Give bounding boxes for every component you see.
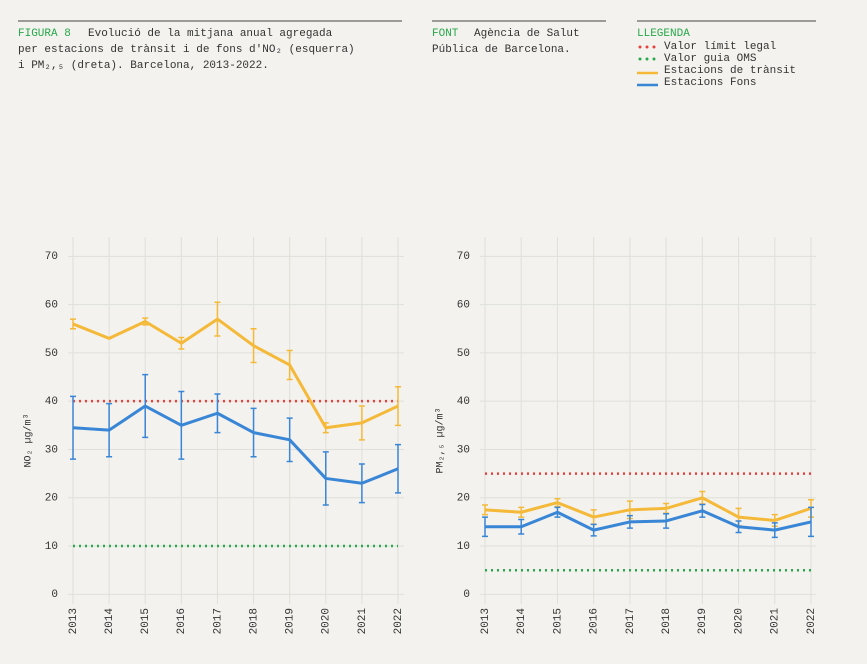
legend-label: Valor guia OMS (664, 53, 757, 65)
x-tick-label: 2022 (393, 608, 405, 634)
legend-swatch (652, 57, 656, 61)
x-tick-label: 2019 (697, 608, 709, 634)
y-tick-label: 20 (45, 493, 58, 505)
x-tick-label: 2015 (140, 608, 152, 634)
error-bar (70, 318, 76, 330)
x-tick-label: 2015 (552, 608, 564, 634)
legend-label: Valor límit legal (664, 41, 776, 53)
legend-swatch (645, 45, 649, 49)
x-tick-label: 2017 (625, 608, 637, 634)
y-tick-label: 10 (45, 541, 58, 553)
legend-swatch (652, 45, 656, 49)
caption: i PM₂,₅ (dreta). Barcelona, 2013-2022. (18, 60, 269, 72)
y-axis-label: PM₂,₅ µg/m³ (435, 407, 447, 473)
x-tick-label: 2014 (516, 608, 528, 635)
error-bar (482, 504, 488, 516)
x-tick-label: 2016 (176, 608, 188, 634)
legend-swatch (645, 57, 649, 61)
x-tick-label: 2013 (68, 608, 80, 634)
y-tick-label: 70 (457, 251, 470, 263)
x-tick-label: 2014 (104, 608, 116, 635)
series-line (484, 496, 812, 522)
x-tick-label: 2021 (357, 608, 369, 635)
source-label: FONT (432, 28, 459, 40)
legend-label: Estacions de trànsit (664, 65, 796, 77)
figure-label: FIGURA 8 (18, 28, 71, 40)
y-tick-label: 30 (45, 444, 58, 456)
series-line (485, 509, 812, 532)
x-tick-label: 2018 (248, 608, 260, 634)
legend-label: Estacions Fons (664, 77, 756, 89)
y-tick-label: 50 (457, 348, 470, 360)
caption: per estacions de trànsit i de fons d'NO₂… (18, 44, 355, 56)
y-tick-label: 40 (457, 396, 470, 408)
y-tick-label: 10 (457, 541, 470, 553)
y-tick-label: 0 (463, 589, 470, 601)
y-tick-label: 40 (45, 396, 58, 408)
source: Agència de Salut (474, 28, 580, 40)
y-tick-label: 30 (457, 444, 470, 456)
legend-swatch (638, 45, 642, 49)
y-tick-label: 0 (51, 589, 58, 601)
x-tick-label: 2020 (321, 608, 333, 634)
y-tick-label: 20 (457, 493, 470, 505)
error-bar (395, 385, 401, 427)
x-tick-label: 2013 (480, 608, 492, 634)
source: Pública de Barcelona. (432, 44, 571, 56)
x-tick-label: 2018 (661, 608, 673, 634)
y-axis-label: NO₂ µg/m³ (23, 413, 35, 467)
y-tick-label: 60 (457, 300, 470, 312)
y-tick-label: 50 (45, 348, 58, 360)
x-tick-label: 2016 (589, 608, 601, 634)
x-tick-label: 2017 (212, 608, 224, 634)
x-tick-label: 2019 (285, 608, 297, 634)
caption: Evolució de la mitjana anual agregada (88, 28, 333, 40)
x-tick-label: 2021 (770, 608, 782, 635)
x-tick-label: 2020 (733, 608, 745, 634)
legend-title: LLEGENDA (637, 28, 690, 40)
y-tick-label: 60 (45, 300, 58, 312)
legend-swatch (638, 57, 642, 61)
series-line (72, 317, 399, 430)
y-tick-label: 70 (45, 251, 58, 263)
series-line (72, 404, 399, 485)
x-tick-label: 2022 (806, 608, 818, 634)
